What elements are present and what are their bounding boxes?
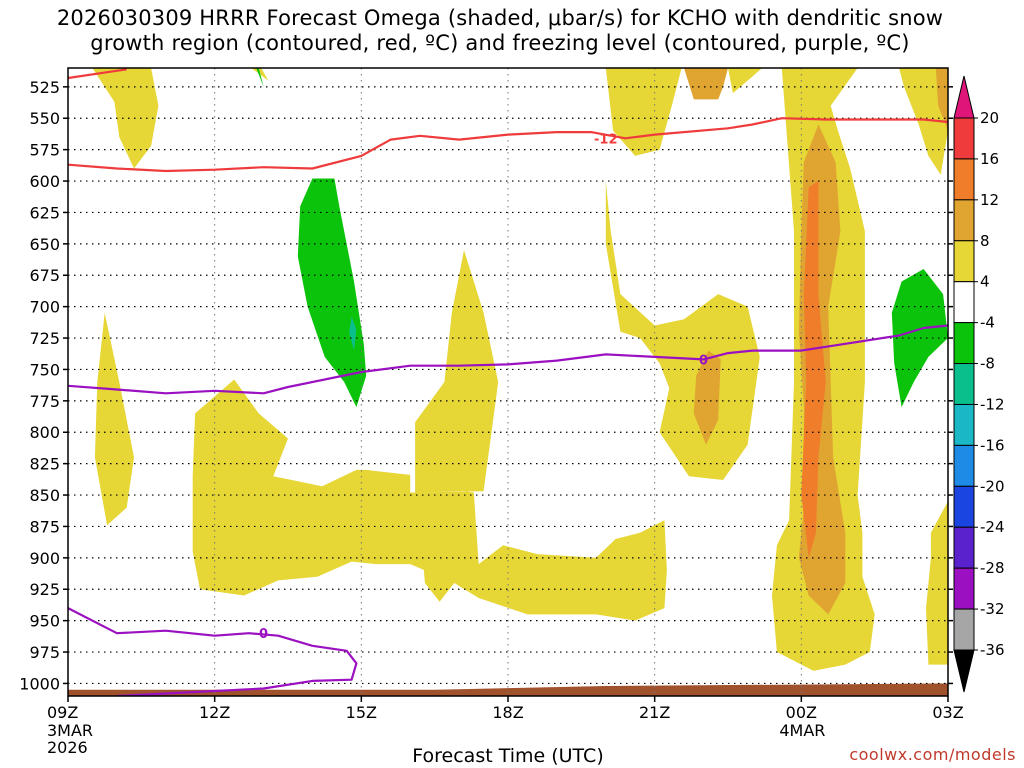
colorbar-label--8: -8 bbox=[980, 355, 995, 373]
colorbar: 20 16 12 8 4 -4 -8 -12 -16 -20 -24 -28 -32 -36 bbox=[953, 75, 1005, 693]
omega-shading-layer bbox=[68, 68, 948, 696]
y-tick-label-725: 725 bbox=[29, 329, 60, 348]
colorbar-label--20: -20 bbox=[980, 477, 1005, 495]
colorbar-label--36: -36 bbox=[980, 641, 1005, 659]
colorbar-label--4: -4 bbox=[980, 314, 995, 332]
chart-title: 2026030309 HRRR Forecast Omega (shaded, … bbox=[0, 6, 1000, 56]
credit-link[interactable]: coolwx.com/models bbox=[849, 745, 1016, 764]
x-tick-sublabel-4MAR: 4MAR bbox=[779, 721, 825, 740]
omega-region-0 bbox=[92, 68, 159, 169]
y-tick-label-600: 600 bbox=[29, 172, 60, 191]
colorbar-bin-12-16 bbox=[953, 158, 975, 201]
x-tick-label-18Z: 18Z bbox=[492, 703, 523, 722]
y-tick-label-900: 900 bbox=[29, 549, 60, 568]
dgz-contour-label: -12 bbox=[594, 132, 618, 147]
omega-region-6 bbox=[415, 492, 667, 621]
dgz-contour-segment-1 bbox=[68, 117, 948, 173]
ground-band bbox=[68, 683, 948, 696]
colorbar-bin--16--12 bbox=[953, 403, 975, 446]
colorbar-top-arrow bbox=[953, 75, 975, 119]
colorbar-label-4: 4 bbox=[980, 273, 990, 291]
omega-region-7 bbox=[926, 501, 948, 665]
y-tick-label-825: 825 bbox=[29, 455, 60, 474]
freezing-contour-segment-1 bbox=[68, 607, 358, 696]
colorbar-bin--28--24 bbox=[953, 526, 975, 569]
omega-region-11 bbox=[935, 68, 948, 131]
y-tick-label-975: 975 bbox=[29, 643, 60, 662]
colorbar-bin--8--4 bbox=[953, 322, 975, 365]
x-tick-sublabel-2026: 2026 bbox=[47, 738, 88, 757]
x-axis-label: Forecast Time (UTC) bbox=[412, 745, 603, 767]
x-tick-label-21Z: 21Z bbox=[639, 703, 670, 722]
colorbar-label--12: -12 bbox=[980, 395, 1005, 413]
x-tick-label-00Z: 00Z bbox=[786, 703, 817, 722]
colorbar-bin-8-12 bbox=[953, 199, 975, 242]
y-tick-label-950: 950 bbox=[29, 612, 60, 631]
freezing-contour-label-0: 0 bbox=[699, 353, 708, 368]
chart-title-line-1: 2026030309 HRRR Forecast Omega (shaded, … bbox=[56, 6, 944, 30]
y-tick-label-775: 775 bbox=[29, 392, 60, 411]
freezing-contour-label-1: 0 bbox=[259, 627, 268, 642]
colorbar-label--24: -24 bbox=[980, 518, 1005, 536]
axes: 525 550 575 600 625 650 675 700 725 750 775 800 825 8… bbox=[19, 78, 963, 757]
colorbar-label--28: -28 bbox=[980, 559, 1005, 577]
colorbar-label--16: -16 bbox=[980, 436, 1005, 454]
x-tick-label-03Z: 03Z bbox=[932, 703, 963, 722]
colorbar-bin--32--28 bbox=[953, 567, 975, 610]
y-tick-label-700: 700 bbox=[29, 298, 60, 317]
colorbar-bin--20--16 bbox=[953, 444, 975, 487]
x-tick-sublabel-3MAR: 3MAR bbox=[47, 721, 93, 740]
colorbar-label-20: 20 bbox=[980, 109, 999, 127]
y-tick-label-625: 625 bbox=[29, 203, 60, 222]
colorbar-label-8: 8 bbox=[980, 232, 990, 250]
x-tick-label-09Z: 09Z bbox=[47, 703, 78, 722]
omega-region-15 bbox=[256, 68, 264, 87]
dgz-contour-segment-0 bbox=[68, 68, 127, 80]
y-tick-label-550: 550 bbox=[29, 109, 60, 128]
colorbar-bottom-arrow bbox=[953, 649, 975, 693]
colorbar-bin-16-20 bbox=[953, 117, 975, 160]
y-tick-label-675: 675 bbox=[29, 266, 60, 285]
y-tick-label-850: 850 bbox=[29, 486, 60, 505]
omega-region-10 bbox=[693, 350, 721, 445]
chart-title-line-2: growth region (contoured, red, ºC) and f… bbox=[90, 31, 910, 55]
contour-layer bbox=[68, 68, 948, 696]
omega-region-1 bbox=[94, 312, 134, 526]
omega-region-14 bbox=[891, 269, 948, 408]
x-tick-label-15Z: 15Z bbox=[346, 703, 377, 722]
colorbar-bin--12--8 bbox=[953, 363, 975, 405]
omega-region-13 bbox=[297, 178, 367, 408]
gridlines bbox=[68, 68, 948, 696]
colorbar-bin-4-8 bbox=[953, 240, 975, 283]
omega-region-9 bbox=[684, 68, 728, 100]
omega-region-5 bbox=[605, 181, 760, 480]
y-tick-label-750: 750 bbox=[29, 360, 60, 379]
y-tick-label-525: 525 bbox=[29, 78, 60, 97]
colorbar-bin--24--20 bbox=[953, 485, 975, 528]
colorbar-label-12: 12 bbox=[980, 191, 999, 209]
colorbar-bin--4-4 bbox=[953, 281, 975, 324]
y-tick-label-1000: 1000 bbox=[19, 674, 60, 693]
freezing-contour-segment-0 bbox=[68, 324, 948, 395]
x-tick-label-12Z: 12Z bbox=[199, 703, 230, 722]
y-tick-label-800: 800 bbox=[29, 423, 60, 442]
y-tick-label-650: 650 bbox=[29, 235, 60, 254]
y-tick-label-875: 875 bbox=[29, 517, 60, 536]
y-tick-label-575: 575 bbox=[29, 141, 60, 160]
colorbar-label--32: -32 bbox=[980, 600, 1005, 618]
y-tick-label-925: 925 bbox=[29, 580, 60, 599]
omega-region-16 bbox=[349, 316, 357, 351]
colorbar-label-16: 16 bbox=[980, 150, 999, 168]
colorbar-bin--36--32 bbox=[953, 608, 975, 651]
